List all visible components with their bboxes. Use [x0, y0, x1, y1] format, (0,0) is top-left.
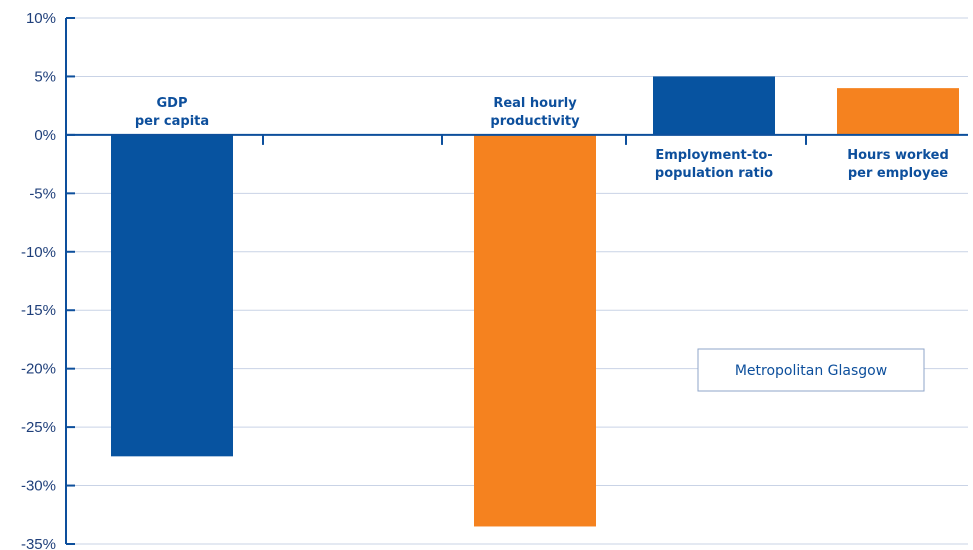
y-tick-label: 0%: [34, 127, 56, 144]
category-label: GDP: [157, 96, 188, 111]
legend-label: Metropolitan Glasgow: [735, 363, 887, 379]
y-tick-label: -5%: [29, 185, 56, 202]
category-label: Employment-to-: [655, 148, 772, 163]
category-label: per employee: [848, 166, 948, 181]
category-label: Hours worked: [847, 148, 949, 163]
category-label: productivity: [490, 114, 580, 129]
axes: [65, 17, 968, 545]
y-tick-label: -25%: [21, 419, 56, 436]
y-tick-label: -20%: [21, 361, 56, 378]
bar: [474, 134, 596, 527]
y-tick-label: 5%: [34, 68, 56, 85]
y-tick-label: -30%: [21, 478, 56, 495]
y-tick-label: -10%: [21, 244, 56, 261]
bar: [653, 76, 775, 135]
category-label: population ratio: [655, 166, 773, 181]
bar: [111, 134, 233, 457]
legend: Metropolitan Glasgow: [697, 348, 925, 392]
category-label: per capita: [135, 114, 209, 129]
bar: [837, 88, 959, 135]
y-tick-label: 10%: [26, 10, 56, 27]
legend-box: [697, 348, 925, 392]
bars: [111, 76, 959, 527]
labels: 10% 5% 0% -5% -10% -15% -20% -25% -30% -35% GDP per…: [21, 10, 949, 550]
y-tick-label: -15%: [21, 302, 56, 319]
category-label: Real hourly: [493, 96, 577, 111]
y-tick-label: -35%: [21, 536, 56, 550]
